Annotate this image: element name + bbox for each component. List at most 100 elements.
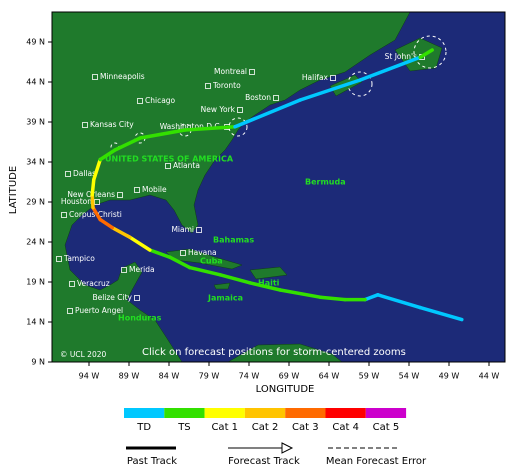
forecast-arrow: [281, 442, 294, 454]
legend: Past Track Forecast Track Mean Forecast …: [124, 408, 427, 467]
city-label: Houston: [61, 197, 92, 206]
city-marker: [165, 163, 171, 169]
track-segment: [318, 295, 347, 302]
legend-swatch: [244, 408, 286, 418]
y-axis-label: LATITUDE: [8, 166, 19, 214]
legend-swatch: [325, 408, 366, 418]
city-label: Dallas: [73, 169, 96, 178]
region-label: UNITED STATES OF AMERICA: [105, 155, 234, 164]
city-label: Atlanta: [173, 161, 200, 170]
legend-label: TS: [177, 422, 190, 433]
city-label: Chicago: [145, 96, 176, 105]
track-segment: [298, 78, 362, 102]
city-marker: [69, 281, 75, 287]
city-label: Miami: [171, 225, 194, 234]
city-marker: [67, 308, 73, 314]
legend-swatch: [285, 408, 326, 418]
legend-label: Cat 1: [211, 422, 238, 433]
y-tick-label: 39 N: [26, 118, 45, 127]
city-marker: [237, 107, 243, 113]
x-tick-label: 69 W: [279, 372, 300, 381]
y-tick-label: 19 N: [26, 278, 45, 287]
city-label: Veracruz: [77, 279, 110, 288]
x-tick-label: 54 W: [399, 372, 420, 381]
region-label: Bahamas: [213, 236, 254, 245]
x-tick-label: 84 W: [159, 372, 180, 381]
region-label: Cuba: [200, 257, 223, 266]
legend-label: Cat 2: [252, 422, 279, 433]
city-marker: [92, 74, 98, 80]
y-tick-label: 29 N: [26, 198, 45, 207]
city-marker: [330, 75, 336, 81]
x-tick-label: 74 W: [239, 372, 260, 381]
city-marker: [205, 83, 211, 89]
city-label: Mobile: [142, 185, 167, 194]
track-segment: [113, 136, 142, 152]
region-label: Haiti: [258, 279, 280, 288]
x-tick-label: 79 W: [199, 372, 220, 381]
track-segment: [98, 217, 114, 230]
error-label: Mean Forecast Error: [326, 456, 427, 467]
legend-swatch: [204, 408, 245, 418]
y-tick-label: 44 N: [26, 78, 45, 87]
city-label: Montreal: [214, 67, 247, 76]
city-label: Puerto Angel: [75, 306, 123, 315]
track-segment: [278, 288, 322, 299]
region-label: Honduras: [118, 314, 162, 323]
instruction[interactable]: Click on forecast positions for storm-ce…: [142, 347, 406, 358]
city-marker: [56, 256, 62, 262]
region-label: Jamaica: [207, 294, 243, 303]
track-segment: [90, 193, 95, 210]
city-label: Kansas City: [90, 120, 134, 129]
x-tick-label: 64 W: [319, 372, 340, 381]
legend-label: Cat 4: [332, 422, 359, 433]
legend-swatch: [164, 408, 205, 418]
region-label: Bermuda: [305, 178, 346, 187]
track-segment: [110, 225, 132, 239]
x-tick-label: 89 W: [119, 372, 140, 381]
track-segment: [148, 248, 172, 259]
track-segment: [138, 128, 187, 140]
past-track-label: Past Track: [127, 456, 177, 467]
regions: UNITED STATES OF AMERICA Bermuda Bahamas Cu…: [105, 155, 346, 323]
city-marker: [249, 69, 255, 75]
y-tick-label: 9 N: [31, 358, 45, 367]
legend-label: TD: [136, 422, 151, 433]
track-segment: [92, 157, 102, 182]
track-segment: [188, 265, 222, 277]
track-segment: [90, 177, 96, 197]
track-segment: [183, 125, 237, 132]
city-label: New York: [201, 105, 236, 114]
city-marker: [137, 98, 143, 104]
city-marker: [61, 212, 67, 218]
city-marker: [134, 295, 140, 301]
city-marker: [273, 95, 279, 101]
city-label: Halifax: [302, 73, 329, 82]
y-tick-label: 14 N: [26, 318, 45, 327]
x-axis-label: LONGITUDE: [256, 384, 315, 395]
city-label: Havana: [188, 248, 217, 257]
x-tick-label: 94 W: [79, 372, 100, 381]
legend-swatch: [365, 408, 407, 418]
track-segment: [418, 48, 434, 59]
track-segment: [218, 273, 252, 285]
city-marker: [180, 250, 186, 256]
city-label: Tampico: [63, 254, 95, 263]
city-marker: [82, 122, 88, 128]
city-label: Minneapolis: [100, 72, 145, 81]
track-segment: [376, 293, 422, 310]
y-tick-label: 49 N: [26, 38, 45, 47]
city-label: Toronto: [212, 81, 241, 90]
track-segment: [363, 293, 380, 302]
x-tick-label: 49 W: [439, 372, 460, 381]
track-segment: [358, 55, 422, 82]
city-label: St John's: [385, 52, 417, 61]
credit: © UCL 2020: [60, 350, 106, 359]
track-segment: [418, 305, 464, 322]
city-marker: [65, 171, 71, 177]
legend-label: Cat 3: [292, 422, 319, 433]
y-tick-label: 24 N: [26, 238, 45, 247]
x-tick-label: 59 W: [359, 372, 380, 381]
track-segment: [98, 148, 117, 162]
